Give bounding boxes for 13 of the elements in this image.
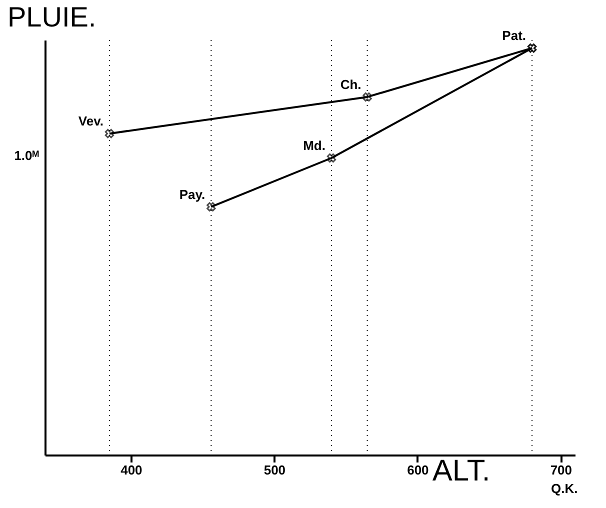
annotation: Md. xyxy=(303,138,326,153)
x-tick-label: 400 xyxy=(120,462,142,478)
annotation: Ch. xyxy=(340,76,362,92)
y-axis-title: PLUIE. xyxy=(8,2,96,32)
x-tick-label: 700 xyxy=(550,462,572,478)
annotation: Pay. xyxy=(179,186,206,202)
x-tick-label: 500 xyxy=(264,462,286,478)
text: 1.0ᴹ xyxy=(14,148,40,164)
x-tick-label: 600 xyxy=(407,462,429,478)
annotation: Pat. xyxy=(502,28,526,44)
annotation: Vev. xyxy=(78,114,104,129)
x-axis-title: ALT. xyxy=(432,454,490,488)
text: Q.K. xyxy=(551,481,578,496)
